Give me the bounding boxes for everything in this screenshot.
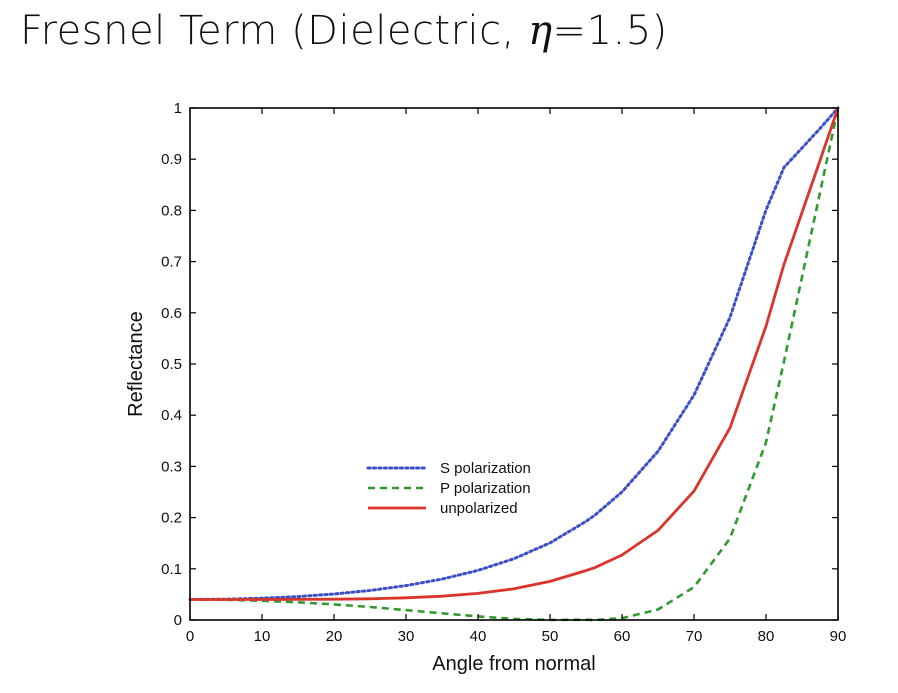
- legend-label: S polarization: [440, 460, 531, 477]
- y-tick-label: 0.7: [161, 254, 182, 271]
- series-line-unpolarized: [190, 107, 840, 601]
- x-tick-label: 80: [758, 628, 775, 645]
- plot-frame: [189, 107, 839, 621]
- y-tick-label: 1: [174, 100, 182, 117]
- legend: S polarization P polarization unpolarized: [366, 460, 531, 517]
- ticks-layer: 0 10 20 30 40 50 60 70 80 90 0 0.1 0.2 0.3 0.4 0.5 0.6 0.…: [161, 100, 846, 645]
- slide-title: Fresnel Term (Dielectric, η=1.5): [20, 8, 668, 54]
- x-axis-label: Angle from normal: [432, 653, 595, 675]
- legend-label: P polarization: [440, 480, 531, 497]
- series-line-p-polarization: [189, 107, 840, 622]
- x-tick-label: 30: [398, 628, 415, 645]
- x-tick-label: 60: [614, 628, 631, 645]
- title-eta-symbol: η: [528, 8, 553, 54]
- y-tick-label: 0.9: [161, 151, 182, 168]
- x-tick-label: 20: [326, 628, 343, 645]
- y-tick-label: 0.6: [161, 305, 182, 322]
- x-tick-label: 50: [542, 628, 559, 645]
- y-tick-label: 0.2: [161, 510, 182, 527]
- y-tick-label: 0.4: [161, 407, 182, 424]
- legend-label: unpolarized: [440, 500, 518, 517]
- x-tick-label: 0: [186, 628, 194, 645]
- x-tick-label: 70: [686, 628, 703, 645]
- y-tick-label: 0.8: [161, 202, 182, 219]
- series-line-s-polarization: [188, 106, 840, 601]
- title-prefix: Fresnel Term (Dielectric,: [20, 8, 529, 54]
- y-tick-label: 0.5: [161, 356, 182, 373]
- title-suffix: =1.5): [552, 8, 668, 54]
- y-axis-label: Reflectance: [125, 311, 147, 417]
- x-tick-label: 90: [830, 628, 847, 645]
- y-tick-label: 0.1: [161, 561, 182, 578]
- y-tick-label: 0.3: [161, 458, 182, 475]
- x-tick-label: 40: [470, 628, 487, 645]
- series-layer: [188, 106, 840, 622]
- x-tick-label: 10: [254, 628, 271, 645]
- y-tick-label: 0: [174, 612, 182, 629]
